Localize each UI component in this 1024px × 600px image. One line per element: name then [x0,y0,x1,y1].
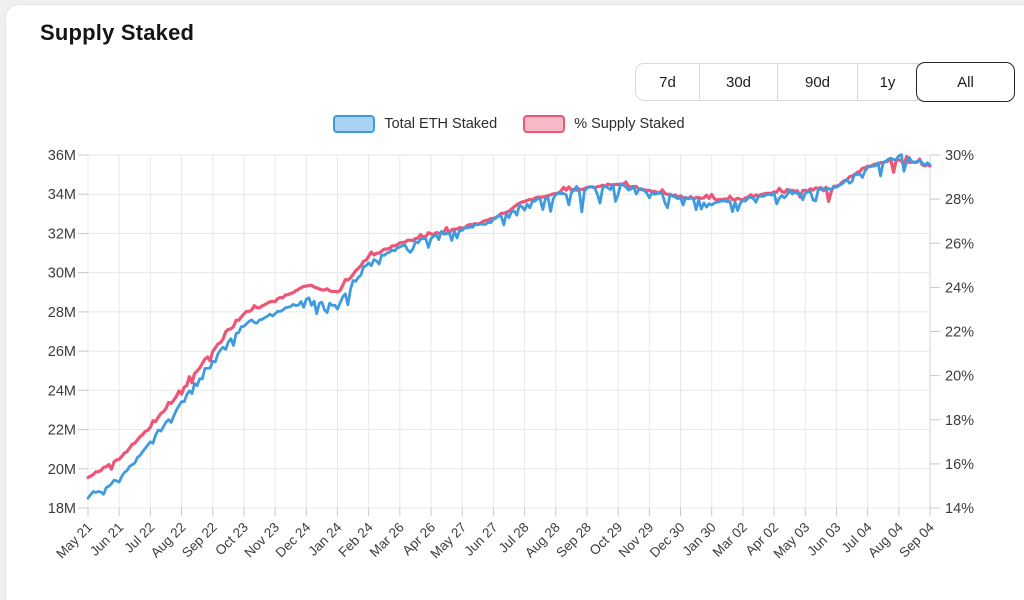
y-axis-label-right: 18% [945,413,974,429]
time-range-selector: 7d 30d 90d 1y All [635,62,1015,102]
y-axis-label-left: 24M [48,383,76,399]
x-axis-label: Jun 21 [87,520,126,559]
legend-item--supply-staked[interactable]: % Supply Staked [523,115,685,133]
range-button-90d[interactable]: 90d [778,64,858,100]
legend-label: Total ETH Staked [384,116,498,132]
range-button-all[interactable]: All [916,62,1015,102]
x-axis-label: Dec 24 [273,519,314,560]
y-axis-label-left: 20M [48,462,76,478]
y-axis-label-right: 20% [945,369,974,385]
y-axis-label-left: 32M [48,226,76,242]
y-axis-label-right: 30% [945,148,974,164]
x-axis-label: Sep 22 [179,520,220,561]
y-axis-label-left: 26M [48,344,76,360]
legend-swatch-icon [523,115,566,133]
y-axis-label-left: 30M [48,266,76,282]
x-axis-label: Mar 02 [710,520,750,560]
x-axis-label: Sep 04 [896,519,937,560]
y-axis-label-left: 36M [48,148,76,164]
chart-legend: Total ETH Staked % Supply Staked [88,115,930,133]
y-axis-label-left: 28M [48,305,76,321]
y-axis-label-left: 18M [48,501,76,517]
y-axis-label-right: 26% [945,236,974,252]
legend-label: % Supply Staked [574,116,685,132]
x-axis-label: Sep 28 [553,520,594,561]
x-axis-label: Jun 03 [804,520,843,559]
page-title: Supply Staked [40,20,195,45]
y-axis-label-left: 34M [48,187,76,203]
x-axis-label: May 21 [53,520,95,562]
y-axis-label-right: 16% [945,457,974,473]
range-button-30d[interactable]: 30d [700,64,778,100]
series-total-eth-staked [86,153,932,500]
legend-item-total-eth-staked[interactable]: Total ETH Staked [333,115,497,133]
x-axis-label: Dec 30 [647,520,688,561]
y-axis-label-right: 14% [945,501,974,517]
y-axis-label-left: 22M [48,423,76,439]
card-background [5,4,1024,600]
y-axis-label-right: 24% [945,280,974,296]
range-button-7d[interactable]: 7d [636,64,700,100]
range-button-1y[interactable]: 1y [858,64,918,100]
y-axis-label-right: 28% [945,192,974,208]
x-axis-label: Jun 27 [461,520,500,559]
legend-swatch-icon [333,115,376,133]
x-axis-label: Mar 26 [367,520,407,560]
y-axis-label-right: 22% [945,325,974,341]
